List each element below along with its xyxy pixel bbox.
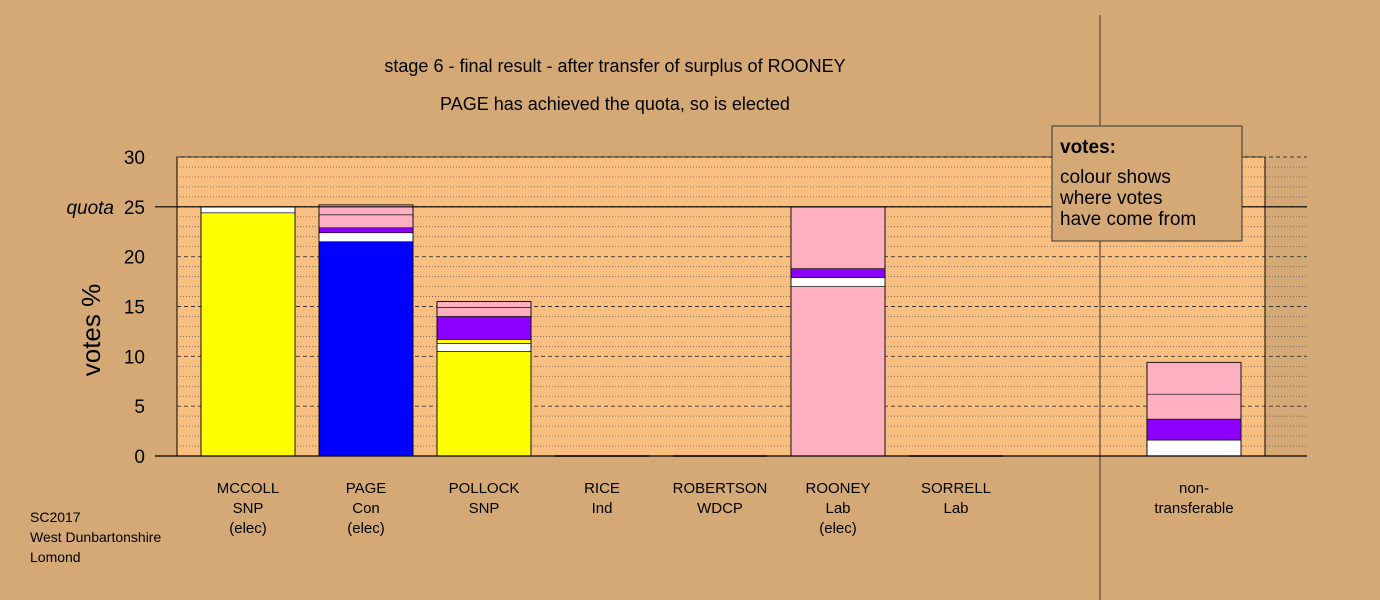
- bar-segment: [790, 277, 886, 287]
- x-tick-label: SORRELL: [921, 480, 991, 497]
- y-tick-label: 0: [134, 447, 145, 468]
- y-tick-label: 30: [124, 148, 145, 169]
- bar-nontransferable: [1146, 361, 1242, 457]
- bar-segment: [790, 206, 886, 269]
- bar-rooney: [790, 206, 886, 457]
- legend-line-1: colour shows: [1060, 167, 1171, 188]
- bar-segment: [790, 268, 886, 278]
- y-tick-label: 25: [124, 198, 145, 219]
- x-tick-label: (elec): [229, 520, 267, 537]
- bar-pollock: [436, 301, 532, 457]
- legend: votes: colour shows where votes have com…: [1051, 125, 1243, 242]
- bar-segment: [1146, 439, 1242, 457]
- legend-box: [1051, 125, 1243, 242]
- bars: [200, 204, 1242, 457]
- x-tick-label: ROBERTSON: [673, 480, 768, 497]
- x-tick-label: RICE: [584, 480, 620, 497]
- x-tick-label: Lab: [943, 500, 968, 517]
- y-tick-label: 15: [124, 298, 145, 319]
- footnote-council: West Dunbartonshire: [30, 529, 162, 545]
- y-tick-label: 20: [124, 248, 145, 269]
- bar-segment: [436, 343, 532, 352]
- y-axis-label: votes %: [76, 284, 106, 377]
- x-tick-label: POLLOCK: [449, 480, 520, 497]
- legend-line-2: where votes: [1059, 188, 1162, 209]
- footnote: SC2017 West Dunbartonshire Lomond: [30, 507, 161, 567]
- bar-segment: [436, 351, 532, 457]
- x-tick-label: Con: [352, 500, 380, 517]
- footnote-ward: Lomond: [30, 549, 81, 565]
- bar-segment: [200, 206, 296, 214]
- x-tick-label: MCCOLL: [217, 480, 280, 497]
- x-tick-label: SNP: [469, 500, 500, 517]
- chart-subtitle: PAGE has achieved the quota, so is elect…: [440, 94, 790, 114]
- bar-segment: [790, 286, 886, 457]
- quota-label: quota: [66, 198, 114, 219]
- x-tick-label: transferable: [1154, 500, 1233, 517]
- bar-segment: [436, 307, 532, 317]
- x-tick-label: Ind: [592, 500, 613, 517]
- bar-segment: [436, 339, 532, 344]
- bar-segment: [318, 241, 414, 457]
- legend-title: votes:: [1060, 137, 1116, 158]
- y-tick-label: 5: [134, 397, 145, 418]
- x-tick-label: WDCP: [697, 500, 743, 517]
- bar-segment: [436, 316, 532, 340]
- axes: 0 5 10 15 20 30 quota 25 MCCOLL SNP (elec) PAGE Con (…: [66, 148, 1307, 537]
- x-tick-label: SNP: [233, 500, 264, 517]
- x-tick-label: PAGE: [346, 480, 387, 497]
- x-tick-label: ROONEY: [805, 480, 870, 497]
- footnote-year: SC2017: [30, 509, 81, 525]
- bar-page: [318, 204, 414, 457]
- bar-segment: [1146, 362, 1242, 395]
- x-tick-label: Lab: [825, 500, 850, 517]
- bar-segment: [200, 212, 296, 457]
- chart-title: stage 6 - final result - after transfer …: [384, 56, 845, 76]
- x-tick-label: (elec): [347, 520, 385, 537]
- bar-segment: [318, 227, 414, 234]
- x-tick-label: (elec): [819, 520, 857, 537]
- bar-segment: [318, 232, 414, 243]
- y-tick-label: 10: [124, 347, 145, 368]
- bar-segment: [318, 214, 414, 229]
- x-tick-label: non-: [1179, 480, 1209, 497]
- legend-line-3: have come from: [1060, 209, 1196, 230]
- bar-segment: [436, 301, 532, 308]
- bar-mccoll: [200, 206, 296, 457]
- bar-segment: [1146, 418, 1242, 441]
- bar-segment: [1146, 393, 1242, 420]
